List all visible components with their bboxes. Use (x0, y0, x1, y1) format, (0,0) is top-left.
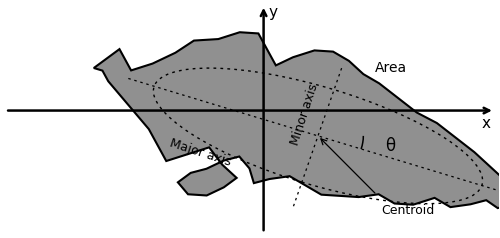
Polygon shape (94, 32, 500, 208)
Text: Major axis: Major axis (168, 137, 232, 169)
Text: Centroid: Centroid (382, 203, 434, 217)
Text: Minor axis: Minor axis (288, 82, 320, 147)
Text: x: x (481, 116, 490, 131)
Text: θ: θ (385, 137, 396, 155)
Text: y: y (268, 5, 277, 20)
Text: Area: Area (374, 61, 406, 75)
